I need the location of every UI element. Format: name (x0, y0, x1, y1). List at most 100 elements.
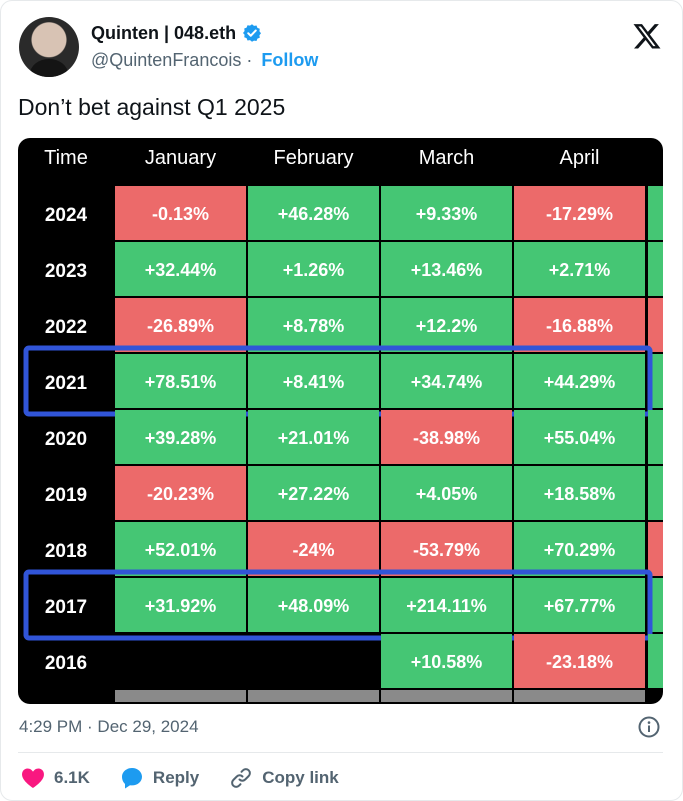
like-button[interactable]: 6.1K (21, 767, 90, 789)
return-cell (514, 354, 645, 408)
reply-button[interactable]: Reply (120, 766, 199, 790)
return-cell (248, 410, 379, 464)
clipped-cell (648, 186, 663, 240)
clipped-row (514, 690, 645, 702)
return-cell (514, 242, 645, 296)
clipped-row (115, 690, 246, 702)
returns-table: Time January February March April 2024 -0.13% +… (23, 147, 663, 702)
return-value: +2.71% (549, 260, 611, 280)
author-info: Quinten | 048.eth @QuintenFrancois · Fol… (91, 21, 318, 73)
return-cell (248, 578, 379, 632)
return-value: +10.58% (411, 652, 483, 672)
clipped-cell (648, 298, 663, 352)
return-cell (248, 522, 379, 576)
return-value: -24% (292, 540, 334, 560)
copy-link-label: Copy link (262, 768, 339, 787)
return-cell (381, 354, 512, 408)
row-year-label: 2022 (45, 317, 87, 338)
like-count: 6.1K (54, 768, 90, 787)
return-value: +13.46% (411, 260, 483, 280)
return-cell (248, 466, 379, 520)
avatar[interactable] (19, 17, 79, 77)
tweet-image[interactable]: Time January February March April 2024 -0.13% +… (18, 138, 663, 704)
return-cell (514, 298, 645, 352)
return-value: -23.18% (546, 652, 613, 672)
return-cell (115, 522, 246, 576)
tweet-header: Quinten | 048.eth @QuintenFrancois · Fol… (17, 15, 668, 79)
return-value: +9.33% (416, 204, 478, 224)
highlight-frame (23, 569, 653, 641)
row-year-label: 2024 (45, 205, 88, 226)
row-year-label: 2021 (45, 373, 88, 394)
return-cell (381, 578, 512, 632)
tweet-text: Don’t bet against Q1 2025 (18, 94, 286, 120)
return-cell (248, 298, 379, 352)
return-value: +48.09% (278, 596, 350, 616)
return-value: +8.78% (283, 316, 345, 336)
return-cell (381, 522, 512, 576)
return-value: +39.28% (145, 428, 217, 448)
return-value: +67.77% (544, 596, 616, 616)
row-year-label: 2016 (45, 653, 87, 674)
return-value: +46.28% (278, 204, 350, 224)
verified-badge-icon (243, 24, 262, 42)
return-cell (115, 242, 246, 296)
return-value: +27.22% (278, 484, 350, 504)
handle-separator: · (246, 49, 253, 70)
return-value: +70.29% (544, 540, 616, 560)
return-cell (115, 186, 246, 240)
return-value: +8.41% (283, 372, 345, 392)
return-value: -17.29% (546, 204, 613, 224)
link-icon (231, 768, 252, 788)
clipped-cell (648, 410, 663, 464)
copy-link-button[interactable]: Copy link (229, 766, 339, 790)
return-cell (248, 186, 379, 240)
return-cell (115, 466, 246, 520)
return-value: -53.79% (413, 540, 480, 560)
return-value: -26.89% (147, 316, 214, 336)
return-value: +44.29% (544, 372, 616, 392)
return-value: +12.2% (416, 316, 478, 336)
return-value: +78.51% (145, 372, 217, 392)
divider (18, 752, 663, 753)
return-cell (381, 298, 512, 352)
return-cell (514, 634, 645, 688)
return-cell (514, 186, 645, 240)
return-cell (115, 578, 246, 632)
row-year-label: 2018 (45, 541, 87, 562)
reply-bubble-icon (121, 768, 142, 789)
return-cell (248, 242, 379, 296)
return-cell (381, 186, 512, 240)
return-value: +34.74% (411, 372, 483, 392)
return-cell (514, 410, 645, 464)
return-cell (381, 466, 512, 520)
follow-button[interactable]: Follow (261, 49, 319, 70)
info-icon[interactable] (637, 715, 661, 739)
tweet-actions: 6.1K Reply Copy link (21, 763, 369, 793)
heart-icon (22, 768, 44, 788)
return-value: +21.01% (278, 428, 350, 448)
return-value: -20.23% (147, 484, 214, 504)
clipped-cell (648, 466, 663, 520)
column-header: Time (44, 147, 88, 169)
x-logo-icon[interactable] (632, 21, 662, 51)
return-cell (514, 578, 645, 632)
return-value: +18.58% (544, 484, 616, 504)
row-year-label: 2017 (45, 597, 87, 618)
return-value: +32.44% (145, 260, 217, 280)
clipped-row (381, 690, 512, 702)
return-value: +1.26% (283, 260, 345, 280)
return-cell (514, 522, 645, 576)
return-cell (514, 466, 645, 520)
return-cell (248, 354, 379, 408)
return-cell (115, 298, 246, 352)
column-header: January (145, 147, 216, 169)
handle[interactable]: @QuintenFrancois (91, 49, 242, 70)
display-name[interactable]: Quinten | 048.eth (91, 22, 237, 43)
row-year-label: 2019 (45, 485, 87, 506)
row-year-label: 2020 (45, 429, 87, 450)
tweet-timestamp[interactable]: 4:29 PM · Dec 29, 2024 (19, 717, 199, 736)
clipped-cell (648, 522, 663, 576)
return-value: +52.01% (145, 540, 217, 560)
return-cell (115, 354, 246, 408)
